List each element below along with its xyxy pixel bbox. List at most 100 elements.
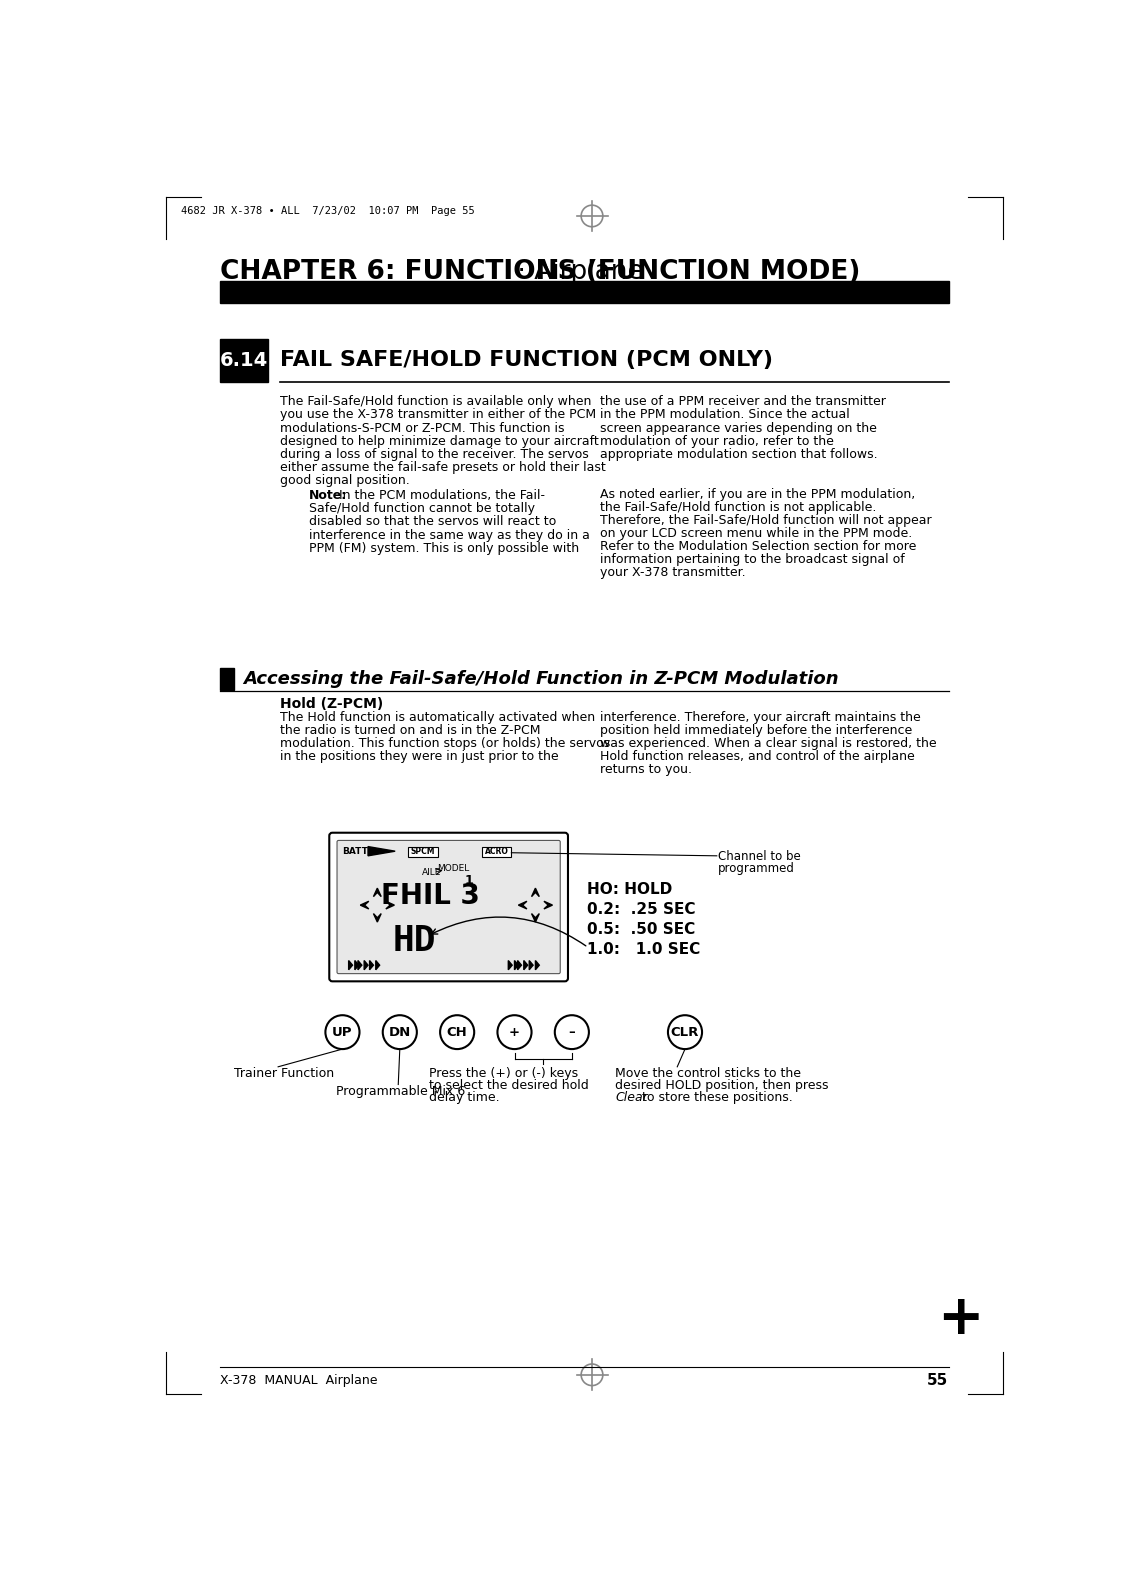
Text: to store these positions.: to store these positions. (638, 1091, 793, 1104)
Polygon shape (518, 961, 521, 970)
Polygon shape (508, 961, 512, 970)
Text: MODEL: MODEL (437, 863, 470, 873)
Text: In the PCM modulations, the Fail-: In the PCM modulations, the Fail- (335, 490, 545, 502)
Text: FAIL SAFE/HOLD FUNCTION (PCM ONLY): FAIL SAFE/HOLD FUNCTION (PCM ONLY) (280, 350, 773, 370)
Text: Refer to the Modulation Selection section for more: Refer to the Modulation Selection sectio… (600, 540, 917, 553)
Circle shape (668, 1016, 702, 1049)
Text: Programmable Mix 6: Programmable Mix 6 (336, 1085, 465, 1098)
Text: 55: 55 (927, 1373, 948, 1389)
Text: programmed: programmed (718, 862, 796, 876)
Bar (408, 847, 438, 857)
Text: Hold function releases, and control of the airplane: Hold function releases, and control of t… (600, 750, 914, 764)
Polygon shape (523, 961, 528, 970)
Text: appropriate modulation section that follows.: appropriate modulation section that foll… (600, 447, 878, 461)
Polygon shape (531, 913, 539, 921)
Text: disabled so that the servos will react to: disabled so that the servos will react t… (309, 515, 556, 529)
Text: FHIL 3: FHIL 3 (381, 882, 480, 910)
Text: either assume the fail-safe presets or hold their last: either assume the fail-safe presets or h… (280, 461, 606, 474)
Text: Safe/Hold function cannot be totally: Safe/Hold function cannot be totally (309, 502, 535, 515)
Polygon shape (544, 901, 553, 909)
Text: 0.5:  .50 SEC: 0.5: .50 SEC (587, 921, 694, 937)
Text: BATT: BATT (342, 847, 368, 855)
Text: your X-378 transmitter.: your X-378 transmitter. (600, 567, 746, 580)
Text: ACRO: ACRO (484, 847, 508, 855)
Text: 4682 JR X-378 • ALL  7/23/02  10:07 PM  Page 55: 4682 JR X-378 • ALL 7/23/02 10:07 PM Pag… (181, 206, 475, 216)
Text: +: + (937, 1293, 984, 1347)
Text: interference. Therefore, your aircraft maintains the: interference. Therefore, your aircraft m… (600, 710, 920, 725)
Text: Clear: Clear (616, 1091, 648, 1104)
Text: · Airplane: · Airplane (508, 260, 643, 285)
Text: you use the X-378 transmitter in either of the PCM: you use the X-378 transmitter in either … (280, 408, 596, 422)
Text: good signal position.: good signal position. (280, 474, 410, 487)
Text: –: – (569, 1025, 576, 1038)
Bar (220, 282, 948, 302)
Text: desired HOLD position, then press: desired HOLD position, then press (616, 1079, 829, 1091)
Text: 1.0:   1.0 SEC: 1.0: 1.0 SEC (587, 942, 700, 958)
Text: interference in the same way as they do in a: interference in the same way as they do … (309, 529, 591, 542)
Text: modulation. This function stops (or holds) the servos: modulation. This function stops (or hold… (280, 737, 611, 750)
Polygon shape (376, 961, 380, 970)
Text: designed to help minimize damage to your aircraft: designed to help minimize damage to your… (280, 435, 600, 447)
Polygon shape (529, 961, 534, 970)
Text: UP: UP (332, 1025, 352, 1038)
Text: 1: 1 (464, 874, 473, 887)
Text: X-378  MANUAL  Airplane: X-378 MANUAL Airplane (220, 1375, 377, 1388)
Text: CHAPTER 6: FUNCTIONS (FUNCTION MODE): CHAPTER 6: FUNCTIONS (FUNCTION MODE) (220, 260, 861, 285)
Text: SPCM: SPCM (410, 847, 435, 855)
Polygon shape (364, 961, 368, 970)
Text: CLR: CLR (670, 1025, 699, 1038)
Circle shape (383, 1016, 417, 1049)
Polygon shape (519, 901, 527, 909)
Text: HD: HD (393, 925, 437, 958)
Polygon shape (514, 961, 519, 970)
Text: PPM (FM) system. This is only possible with: PPM (FM) system. This is only possible w… (309, 542, 579, 554)
Bar (220, 339, 268, 381)
Text: 0.2:  .25 SEC: 0.2: .25 SEC (587, 902, 695, 917)
Polygon shape (374, 888, 381, 896)
Text: +: + (508, 1025, 520, 1038)
Text: information pertaining to the broadcast signal of: information pertaining to the broadcast … (600, 553, 904, 565)
Circle shape (325, 1016, 359, 1049)
Text: on your LCD screen menu while in the PPM mode.: on your LCD screen menu while in the PPM… (600, 528, 912, 540)
Circle shape (555, 1016, 589, 1049)
Text: the radio is turned on and is in the Z-PCM: the radio is turned on and is in the Z-P… (280, 724, 542, 737)
Bar (220, 668, 234, 690)
Polygon shape (355, 961, 359, 970)
FancyBboxPatch shape (329, 833, 568, 981)
FancyBboxPatch shape (337, 841, 560, 973)
Polygon shape (385, 901, 394, 909)
Text: The Hold function is automatically activated when: The Hold function is automatically activ… (280, 710, 595, 725)
Polygon shape (349, 961, 352, 970)
Text: Hold (Z-PCM): Hold (Z-PCM) (280, 698, 384, 712)
Text: Press the (+) or (-) keys: Press the (+) or (-) keys (430, 1066, 578, 1080)
Text: in the positions they were in just prior to the: in the positions they were in just prior… (280, 750, 559, 764)
Polygon shape (374, 913, 381, 921)
Text: the Fail-Safe/Hold function is not applicable.: the Fail-Safe/Hold function is not appli… (600, 501, 877, 513)
Polygon shape (358, 961, 361, 970)
Text: AILE: AILE (422, 868, 441, 877)
Text: delay time.: delay time. (430, 1091, 499, 1104)
Text: modulation of your radio, refer to the: modulation of your radio, refer to the (600, 435, 833, 447)
Text: returns to you.: returns to you. (600, 764, 692, 776)
Text: As noted earlier, if you are in the PPM modulation,: As noted earlier, if you are in the PPM … (600, 488, 915, 501)
Text: modulations-S-PCM or Z-PCM. This function is: modulations-S-PCM or Z-PCM. This functio… (280, 422, 565, 435)
Text: during a loss of signal to the receiver. The servos: during a loss of signal to the receiver.… (280, 447, 589, 461)
Text: Accessing the Fail-Safe/Hold Function in Z-PCM Modulation: Accessing the Fail-Safe/Hold Function in… (243, 669, 839, 688)
Text: The Fail-Safe/Hold function is available only when: The Fail-Safe/Hold function is available… (280, 395, 592, 408)
Bar (482, 847, 512, 857)
Polygon shape (368, 847, 396, 855)
Text: to select the desired hold: to select the desired hold (430, 1079, 589, 1091)
Text: DN: DN (389, 1025, 410, 1038)
Text: 6.14: 6.14 (220, 351, 268, 370)
Circle shape (440, 1016, 474, 1049)
Text: Therefore, the Fail-Safe/Hold function will not appear: Therefore, the Fail-Safe/Hold function w… (600, 513, 931, 528)
Polygon shape (369, 961, 374, 970)
Circle shape (497, 1016, 531, 1049)
Text: Move the control sticks to the: Move the control sticks to the (616, 1066, 801, 1080)
Polygon shape (531, 888, 539, 896)
Text: Trainer Function: Trainer Function (234, 1066, 334, 1080)
Text: was experienced. When a clear signal is restored, the: was experienced. When a clear signal is … (600, 737, 936, 750)
Text: screen appearance varies depending on the: screen appearance varies depending on th… (600, 422, 877, 435)
Polygon shape (536, 961, 539, 970)
Text: HO: HOLD: HO: HOLD (587, 882, 671, 898)
